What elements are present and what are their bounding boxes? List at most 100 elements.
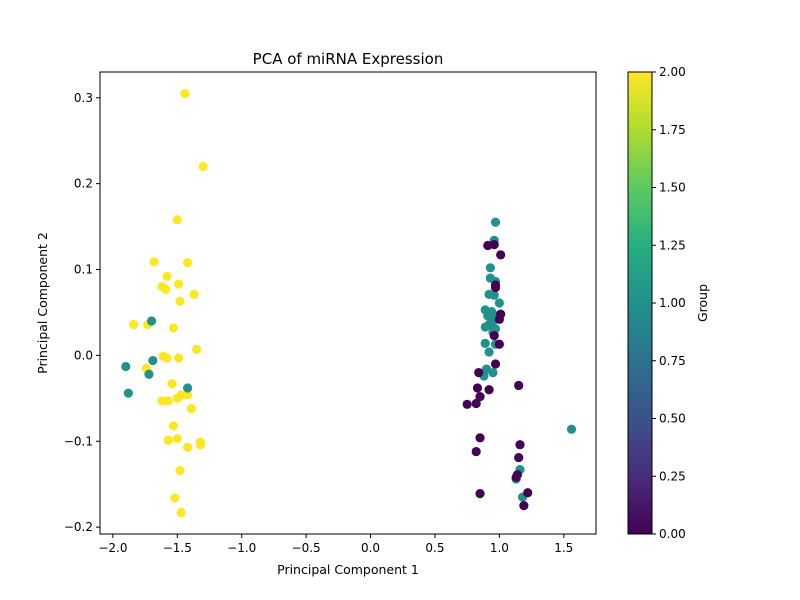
- scatter-point: [472, 383, 483, 393]
- scatter-point: [490, 217, 501, 227]
- x-tick-label: 1.0: [490, 541, 509, 555]
- scatter-point: [175, 296, 185, 306]
- scatter-point: [146, 316, 157, 326]
- scatter-point: [514, 380, 524, 391]
- colorbar-tick-label: 0.25: [659, 469, 686, 483]
- y-tick-label: −0.2: [64, 520, 93, 534]
- x-tick-label: 1.5: [554, 541, 573, 555]
- scatter-point: [489, 290, 499, 300]
- x-axis-ticks: −2.0 −1.5 −1.0 −0.5 0.0 0.5 1.0 1.5: [98, 534, 573, 555]
- scatter-point: [475, 489, 485, 499]
- x-tick-label: 0.5: [425, 541, 444, 555]
- scatter-point: [489, 331, 499, 341]
- scatter-point: [162, 353, 172, 363]
- colorbar-label: Group: [695, 284, 710, 322]
- x-tick-label: −1.0: [227, 541, 256, 555]
- scatter-point: [172, 215, 182, 225]
- scatter-point: [144, 369, 154, 379]
- scatter-point: [494, 339, 504, 349]
- y-axis-ticks: −0.2 −0.1 0.0 0.1 0.2 0.3: [64, 91, 100, 534]
- scatter-point: [168, 323, 179, 333]
- y-tick-label: 0.1: [74, 263, 93, 277]
- colorbar: [627, 71, 653, 535]
- x-tick-label: 0.0: [361, 541, 380, 555]
- x-tick-label: −0.5: [292, 541, 321, 555]
- scatter-point: [173, 279, 184, 289]
- scatter-point: [494, 314, 504, 324]
- scatter-point: [163, 435, 173, 445]
- scatter-points: [121, 88, 577, 518]
- scatter-point: [162, 271, 172, 281]
- scatter-point: [173, 353, 184, 363]
- scatter-point: [161, 284, 171, 294]
- scatter-point: [484, 385, 494, 395]
- colorbar-tick-label: 0.50: [659, 412, 686, 426]
- y-axis-label: Principal Component 2: [35, 232, 50, 374]
- colorbar-tick-label: 1.50: [659, 181, 686, 195]
- y-tick-label: 0.2: [74, 177, 93, 191]
- scatter-point: [475, 433, 485, 443]
- scatter-point: [157, 396, 167, 406]
- scatter-point: [514, 452, 524, 463]
- scatter-point: [485, 263, 495, 273]
- scatter-point: [511, 472, 521, 482]
- scatter-point: [195, 440, 206, 450]
- scatter-point: [128, 319, 139, 330]
- scatter-point: [183, 258, 193, 268]
- colorbar-tick-label: 1.00: [659, 296, 686, 310]
- scatter-point: [480, 338, 490, 348]
- scatter-point: [149, 257, 159, 267]
- scatter-point: [489, 240, 499, 250]
- colorbar-tick-label: 1.75: [659, 123, 686, 137]
- plot-frame: [99, 71, 597, 535]
- x-tick-label: −2.0: [98, 541, 127, 555]
- y-tick-label: 0.3: [74, 91, 93, 105]
- scatter-point: [148, 355, 158, 366]
- scatter-point: [163, 396, 173, 406]
- scatter-point: [523, 488, 533, 498]
- scatter-point: [180, 88, 190, 99]
- scatter-point: [480, 322, 490, 332]
- y-tick-label: −0.1: [64, 434, 93, 448]
- chart-title: PCA of miRNA Expression: [253, 50, 444, 68]
- scatter-point: [494, 298, 504, 308]
- colorbar-tick-label: 1.25: [659, 238, 686, 252]
- scatter-point: [488, 367, 498, 378]
- scatter-point: [198, 161, 208, 172]
- scatter-point: [189, 289, 199, 300]
- scatter-point: [183, 390, 193, 400]
- scatter-point: [172, 393, 182, 403]
- colorbar-tick-label: 0.00: [659, 527, 686, 541]
- scatter-point: [519, 501, 529, 511]
- scatter-point: [490, 282, 501, 293]
- scatter-point: [176, 507, 186, 518]
- x-axis-label: Principal Component 1: [277, 562, 419, 577]
- scatter-point: [496, 250, 506, 260]
- scatter-point: [175, 465, 185, 476]
- scatter-point: [183, 383, 193, 393]
- scatter-point: [566, 424, 577, 434]
- scatter-point: [471, 446, 481, 457]
- scatter-point: [474, 367, 484, 378]
- colorbar-ticks: 0.00 0.25 0.50 0.75 1.00 1.25 1.50 1.75 2.00: [652, 65, 686, 541]
- scatter-point: [170, 493, 180, 503]
- scatter-point: [167, 379, 177, 389]
- scatter-point: [186, 404, 197, 414]
- scatter-point: [123, 388, 133, 398]
- scatter-point: [121, 361, 131, 372]
- scatter-point: [475, 392, 485, 402]
- scatter-point: [183, 442, 193, 452]
- colorbar-tick-label: 0.75: [659, 354, 686, 368]
- scatter-point: [172, 434, 182, 444]
- colorbar-tick-label: 2.00: [659, 65, 686, 79]
- x-tick-label: −1.5: [163, 541, 192, 555]
- scatter-point: [168, 421, 179, 431]
- scatter-point: [192, 344, 202, 354]
- y-tick-label: 0.0: [74, 348, 93, 362]
- scatter-point: [515, 440, 525, 450]
- scatter-point: [490, 359, 501, 369]
- scatter-point: [462, 399, 472, 409]
- scatter-point: [471, 398, 481, 409]
- scatter-point: [484, 347, 494, 357]
